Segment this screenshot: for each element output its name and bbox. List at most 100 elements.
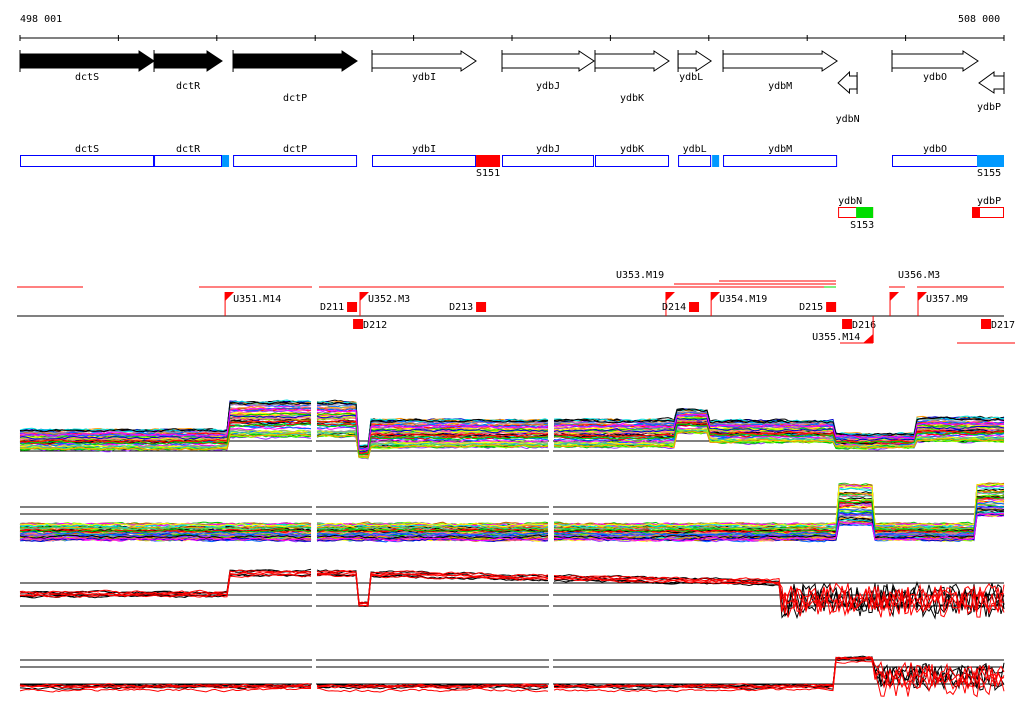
transcript-label: ydbM — [768, 144, 792, 155]
panel-1-series-line — [19, 407, 1005, 451]
panel-1-series-line — [19, 425, 1005, 457]
gene-arrow-dctS — [19, 50, 155, 72]
upstream-flag-icon — [360, 292, 370, 301]
plot-gap — [549, 492, 553, 582]
panel-1-series-line — [19, 401, 1005, 448]
segment-block — [222, 155, 230, 167]
transcript-box-ydbI — [372, 155, 477, 167]
transcript-label: ydbK — [620, 144, 644, 155]
segment-label: S155 — [977, 168, 1001, 179]
reverse-feature-label: U355.M14 — [812, 332, 860, 343]
panel-4-series-line — [19, 656, 1005, 690]
ruler-start-label: 498 001 — [20, 14, 62, 25]
downstream-feature-label: D214 — [662, 302, 686, 313]
gene-label: ydbK — [620, 93, 644, 104]
transcript-label: ydbJ — [536, 144, 560, 155]
upstream-flag-icon — [890, 292, 900, 301]
transcript-label: ydbI — [412, 144, 436, 155]
gene-arrow-ydbP — [978, 71, 1005, 94]
upstream-flag-icon — [665, 292, 675, 301]
gene-label: ydbN — [836, 114, 860, 125]
gene-label: ydbP — [977, 102, 1001, 113]
downstream-box-icon — [476, 302, 487, 312]
transcript-track: dctS dctR dctP ydbI ydbJ ydbK ydbL ydbM ydbO S151… — [20, 144, 1004, 231]
upstream-flag-icon — [711, 292, 721, 301]
gene-arrow-ydbI — [371, 50, 477, 72]
upstream-feature-label: U351.M14 — [233, 294, 281, 305]
downstream-box-icon — [826, 302, 837, 312]
feature-track: U351.M14 U352.M3 U353.M19 U354.M19 U356.M3 U3… — [17, 270, 1015, 344]
ruler-end-label: 508 000 — [958, 14, 1000, 25]
plot-gap — [549, 400, 553, 490]
downstream-box-icon — [842, 319, 853, 329]
downstream-feature-label: D212 — [363, 320, 387, 331]
gene-label: dctS — [75, 72, 99, 83]
downstream-box-icon — [981, 319, 992, 329]
downstream-feature-label: D213 — [449, 302, 473, 313]
transcript-box-ydbJ — [502, 155, 595, 167]
segment-label: S151 — [476, 168, 500, 179]
plot-gap — [312, 554, 316, 644]
downstream-box-icon — [689, 302, 700, 312]
upstream-feature-label: U357.M9 — [926, 294, 968, 305]
gene-label: ydbL — [679, 72, 703, 83]
downstream-feature-label: D217 — [991, 320, 1015, 331]
downstream-feature-label: D216 — [852, 320, 876, 331]
panel-1-series-line — [19, 423, 1005, 456]
upstream-flag-icon — [225, 292, 235, 301]
plot-gap — [549, 648, 553, 714]
downstream-feature-label: D215 — [799, 302, 823, 313]
gene-arrow-dctR — [153, 50, 223, 72]
panel-1-series-line — [19, 414, 1005, 453]
upstream-flag-icon — [917, 292, 927, 301]
segment-block — [476, 155, 501, 167]
segment-block — [972, 207, 980, 218]
upstream-feature-label: U353.M19 — [616, 270, 664, 281]
upstream-feature-label: U356.M3 — [898, 270, 940, 281]
upstream-feature-label: U352.M3 — [368, 294, 410, 305]
gene-track: dctS dctR dctP ydbI ydbJ ydbK ydbL ydbM ydbN ydbO… — [19, 50, 1005, 125]
gene-arrow-ydbK — [594, 50, 670, 72]
transcript-label: ydbL — [683, 144, 707, 155]
gene-label: ydbO — [923, 72, 947, 83]
transcript-label: ydbN — [838, 196, 862, 207]
segment-block — [977, 155, 1004, 167]
gene-arrow-ydbM — [722, 50, 838, 72]
transcript-box-ydbO — [892, 155, 979, 167]
gene-label: ydbJ — [536, 81, 560, 92]
gene-arrow-ydbL — [677, 50, 713, 72]
plot-gap — [549, 554, 553, 644]
upstream-feature-label: U354.M19 — [719, 294, 767, 305]
panel-1-series-line — [19, 419, 1005, 454]
coordinate-ruler: 498 001 508 000 — [19, 14, 1005, 41]
plot-gap — [312, 400, 316, 490]
panel-1-series-line — [19, 430, 1005, 458]
downstream-feature-label: D211 — [320, 302, 344, 313]
transcript-box-ydbM — [723, 155, 838, 167]
panel-2-series-line — [19, 490, 1005, 531]
reverse-flag-icon — [863, 334, 874, 343]
transcript-box-dctS — [20, 155, 155, 167]
panel-4-series-line — [19, 660, 1005, 698]
gene-arrow-ydbO — [891, 50, 979, 72]
gene-label: ydbM — [768, 81, 792, 92]
transcript-label: dctS — [75, 144, 99, 155]
transcript-box-dctP — [233, 155, 358, 167]
gene-label: ydbI — [412, 72, 436, 83]
transcript-box-dctR — [154, 155, 223, 167]
downstream-box-icon — [347, 302, 358, 312]
gene-label: dctP — [283, 93, 307, 104]
transcript-label: ydbO — [923, 144, 947, 155]
plot-gap — [312, 492, 316, 582]
gene-arrow-dctP — [232, 50, 358, 72]
panel-2-series-line — [19, 483, 1005, 528]
gene-label: dctR — [176, 81, 201, 92]
panel-3-series-line — [19, 573, 1005, 618]
transcript-label: dctR — [176, 144, 201, 155]
transcript-box-ydbL — [678, 155, 712, 167]
transcript-label: dctP — [283, 144, 307, 155]
transcript-label: ydbP — [977, 196, 1001, 207]
panel-2-series-line — [19, 495, 1005, 534]
segment-label: S153 — [850, 220, 874, 231]
